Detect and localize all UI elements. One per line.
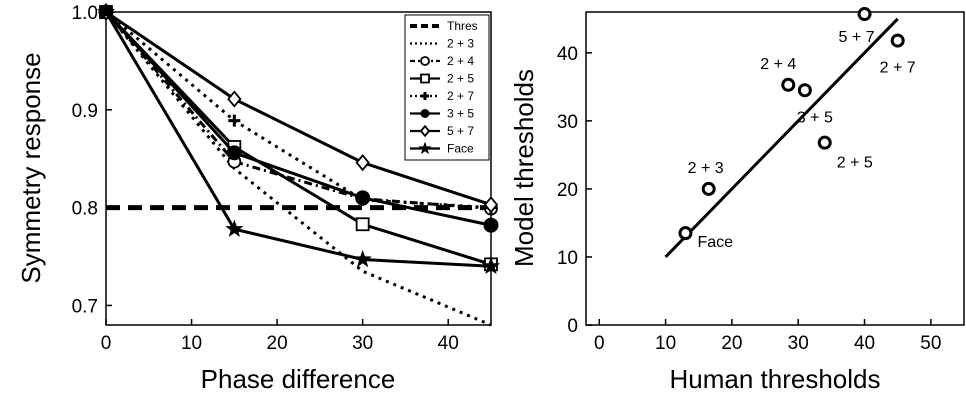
data-point-marker xyxy=(355,217,370,232)
point-label: Face xyxy=(697,234,733,251)
scatter-point-group: 3 + 5 xyxy=(797,83,833,126)
threshold-scatter-chart: 0 10 20 30 40 50 0 10 20 30 40 Face 2 + 3 2 + 4 3 + … xyxy=(509,7,965,394)
fit-line xyxy=(664,17,899,259)
series-line xyxy=(105,10,492,207)
scatter-point xyxy=(817,135,832,150)
point-label: 2 + 3 xyxy=(688,160,724,177)
left-plot-frame xyxy=(105,11,492,326)
left-x-tick-label: 40 xyxy=(438,333,459,354)
data-point-marker xyxy=(483,217,499,233)
legend-marker xyxy=(419,124,431,138)
data-point-marker xyxy=(483,196,499,214)
legend-marker xyxy=(420,109,430,118)
legend-entry: 3 + 5 xyxy=(410,107,474,121)
legend-entry: 2 + 4 xyxy=(410,54,474,68)
point-label: 3 + 5 xyxy=(797,109,833,126)
left-x-tick-label: 20 xyxy=(267,333,288,354)
series-face xyxy=(96,2,501,275)
left-y-tick-label: 0.8 xyxy=(72,199,98,220)
legend-label: 5 + 7 xyxy=(447,124,474,138)
scatter-point xyxy=(857,7,872,22)
legend-marker xyxy=(421,92,429,100)
data-point-marker xyxy=(226,145,242,161)
left-x-tick-label: 0 xyxy=(101,333,112,354)
legend-label: Face xyxy=(447,142,474,156)
legend-entry: Face xyxy=(410,142,474,156)
data-point-marker xyxy=(225,219,244,237)
legend-label: 2 + 5 xyxy=(447,72,474,86)
legend-marker xyxy=(420,56,430,66)
scatter-point-group: 2 + 5 xyxy=(817,135,873,172)
right-x-tick-label: 50 xyxy=(920,333,941,354)
point-label: 2 + 4 xyxy=(760,56,796,73)
right-x-tick-label: 0 xyxy=(594,333,605,354)
legend-entry: Thres xyxy=(410,19,478,33)
left-x-tick-label: 30 xyxy=(352,333,373,354)
right-x-tick-label: 30 xyxy=(788,333,809,354)
scatter-point xyxy=(701,181,716,196)
legend-label: Thres xyxy=(447,19,478,33)
scatter-point-group: 2 + 4 xyxy=(760,56,796,92)
legend-entry: 5 + 7 xyxy=(410,124,474,138)
scatter-point xyxy=(890,33,905,48)
right-y-tick-label: 30 xyxy=(557,112,578,133)
legend-label: 3 + 5 xyxy=(447,107,474,121)
legend-marker xyxy=(420,73,430,84)
left-series-group xyxy=(96,2,501,327)
left-legend: Thres 2 + 3 2 + 4 2 + 5 2 + 7 3 + 5 5 + 7 Face xyxy=(404,14,490,161)
right-points-group: Face 2 + 3 2 + 4 3 + 5 2 + 5 5 + 7 2 + 7 xyxy=(678,7,916,251)
scatter-point-group: 5 + 7 xyxy=(839,7,875,46)
series-line xyxy=(104,10,492,266)
right-x-tick-label: 20 xyxy=(721,333,742,354)
scatter-point-group: Face xyxy=(678,226,733,251)
right-y-tick-label: 0 xyxy=(567,316,578,337)
legend-marker xyxy=(418,141,432,155)
scatter-point-group: 2 + 3 xyxy=(688,160,724,196)
right-plot-frame xyxy=(585,11,965,326)
legend-entry: 2 + 7 xyxy=(410,89,474,103)
right-y-axis-title: Model thresholds xyxy=(509,69,539,267)
right-x-axis-title: Human thresholds xyxy=(670,364,881,394)
data-point-marker xyxy=(353,249,372,268)
scatter-point xyxy=(781,77,796,92)
left-y-tick-label: 0.9 xyxy=(72,101,98,122)
left-x-ticks: 0 10 20 30 40 xyxy=(101,319,459,354)
data-point-marker xyxy=(228,114,241,127)
data-point-marker xyxy=(481,256,501,275)
symmetry-response-chart: 0 10 20 30 40 0.70.80.91.0 Phase difference … xyxy=(16,2,501,394)
scatter-point xyxy=(678,226,693,241)
left-y-axis-title: Symmetry response xyxy=(16,52,46,283)
left-y-ticks: 0.7 0.8 0.9 1.0 xyxy=(72,3,112,317)
series-line xyxy=(104,10,492,227)
legend-label: 2 + 7 xyxy=(447,89,474,103)
data-point-marker xyxy=(355,154,370,172)
data-point-marker xyxy=(96,2,116,20)
right-x-ticks: 0 10 20 30 40 50 xyxy=(594,319,941,354)
legend-entries: Thres 2 + 3 2 + 4 2 + 5 2 + 7 3 + 5 5 + 7 Face xyxy=(410,19,478,156)
left-y-tick-label: 0.7 xyxy=(72,296,98,317)
right-y-tick-label: 20 xyxy=(557,180,578,201)
right-y-ticks: 0 10 20 30 40 xyxy=(557,44,592,337)
right-y-tick-label: 10 xyxy=(557,248,578,269)
legend-entry: 2 + 5 xyxy=(410,72,474,86)
legend-label: 2 + 4 xyxy=(447,54,474,68)
data-point-marker xyxy=(355,190,371,206)
scatter-point xyxy=(797,83,812,98)
left-x-axis-title: Phase difference xyxy=(201,364,396,394)
left-y-tick-label: 1.0 xyxy=(72,3,98,24)
right-x-tick-label: 10 xyxy=(655,333,676,354)
series-line xyxy=(104,11,492,268)
scatter-point-group: 2 + 7 xyxy=(880,33,916,77)
legend-box xyxy=(404,14,490,161)
data-point-marker xyxy=(227,90,242,108)
point-label: 2 + 5 xyxy=(837,155,873,172)
right-y-tick-label: 40 xyxy=(557,44,578,65)
legend-label: 2 + 3 xyxy=(447,37,474,51)
left-x-tick-label: 10 xyxy=(181,333,202,354)
point-label: 5 + 7 xyxy=(839,29,875,46)
right-x-tick-label: 40 xyxy=(854,333,875,354)
legend-entry: 2 + 3 xyxy=(410,37,474,51)
point-label: 2 + 7 xyxy=(880,60,916,77)
